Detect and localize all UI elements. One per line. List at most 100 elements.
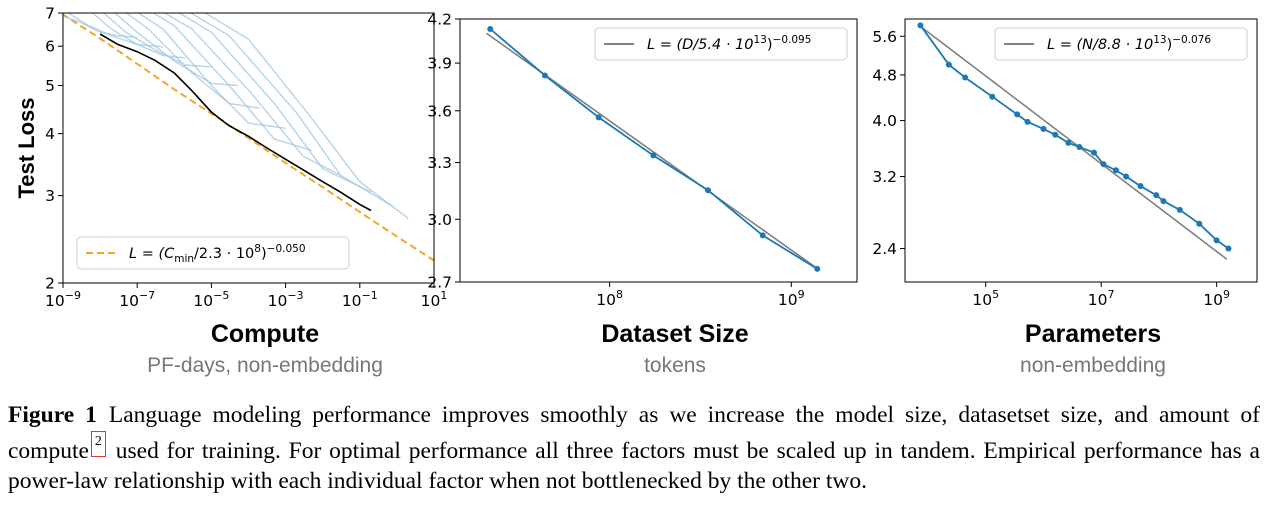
training-run-curve xyxy=(137,13,286,129)
training-run-curve xyxy=(113,13,238,87)
dataset-size-chart-subtitle: tokens xyxy=(644,354,706,377)
y-tick-label: 2.7 xyxy=(427,274,452,292)
y-tick-label: 2.4 xyxy=(872,240,897,258)
x-tick-label: 10−5 xyxy=(193,289,229,310)
power-law-fit-line xyxy=(918,24,1228,260)
x-tick-label: 105 xyxy=(972,288,999,309)
x-tick-label: 109 xyxy=(778,288,805,309)
data-point xyxy=(1090,149,1097,156)
legend: L = (Cmin/2.3 · 108)−0.050 xyxy=(76,236,350,270)
data-point xyxy=(989,93,996,100)
caption-text-start: Language modeling performance improves s… xyxy=(8,402,1260,464)
x-tick-base: 10 xyxy=(1203,291,1223,309)
x-tick-label: 101 xyxy=(421,289,448,310)
training-run-curve xyxy=(163,13,341,176)
compute-frontier-line xyxy=(99,33,372,212)
y-tick-label: 3.2 xyxy=(872,168,897,186)
training-run-curve xyxy=(91,13,186,59)
legend-text: ) xyxy=(767,37,773,53)
x-tick-base: 10 xyxy=(193,292,213,310)
training-run-curve xyxy=(178,13,372,193)
axes-frame xyxy=(459,18,858,283)
x-tick-label: 107 xyxy=(1088,288,1115,309)
legend-superscript: −0.076 xyxy=(1172,34,1211,46)
legend-label: L = (D/5.4 · 1013)−0.095 xyxy=(647,34,811,53)
compute-chart-title: Compute xyxy=(210,320,320,348)
y-tick-label: 5 xyxy=(45,77,55,95)
data-point xyxy=(1123,173,1130,180)
plot-area xyxy=(486,26,821,272)
axes-frame xyxy=(904,18,1258,283)
x-tick-base: 10 xyxy=(778,291,798,309)
legend-box xyxy=(76,236,350,270)
x-tick-exponent: 7 xyxy=(1108,288,1115,301)
x-tick-exponent: −9 xyxy=(65,289,81,302)
data-point xyxy=(1160,198,1167,205)
x-tick-base: 10 xyxy=(45,292,65,310)
y-tick-label: 4 xyxy=(45,125,55,143)
y-tick-label: 3 xyxy=(45,187,55,205)
legend-subscript: min xyxy=(174,253,194,265)
x-tick-exponent: −3 xyxy=(287,289,303,302)
x-tick-exponent: −1 xyxy=(362,289,378,302)
data-point xyxy=(1213,237,1220,244)
data-point xyxy=(541,72,548,79)
data-point xyxy=(1225,245,1232,252)
legend-box xyxy=(994,27,1248,61)
legend-label: L = (N/8.8 · 1013)−0.076 xyxy=(1047,34,1211,53)
data-point xyxy=(1137,183,1144,190)
y-tick-label: 3.6 xyxy=(427,102,452,120)
data-point xyxy=(650,152,657,159)
legend-superscript: 13 xyxy=(754,34,767,46)
training-run-curve xyxy=(102,13,212,68)
data-point xyxy=(1052,131,1059,138)
plot-area xyxy=(917,22,1232,260)
x-tick-base: 10 xyxy=(972,291,992,309)
data-point xyxy=(1065,139,1072,146)
x-tick-exponent: 5 xyxy=(992,288,999,301)
y-axis-label: Test Loss xyxy=(14,97,39,198)
data-point xyxy=(705,187,712,194)
training-run-curve xyxy=(189,13,394,208)
legend-label: L = (Cmin/2.3 · 108)−0.050 xyxy=(129,243,306,265)
x-tick-exponent: 1 xyxy=(440,289,447,302)
legend-text: ) xyxy=(261,246,267,262)
data-point xyxy=(1176,206,1183,213)
legend: L = (D/5.4 · 1013)−0.095 xyxy=(594,27,848,61)
data-point xyxy=(1153,192,1160,199)
x-tick-base: 10 xyxy=(1088,291,1108,309)
data-point xyxy=(1112,167,1119,174)
legend-text: ) xyxy=(1167,37,1173,53)
legend-superscript: 8 xyxy=(254,243,261,255)
training-run-curve xyxy=(66,13,164,48)
legend-box xyxy=(594,27,848,61)
x-tick-label: 10−3 xyxy=(268,289,304,310)
legend-text: L = (C xyxy=(129,246,175,262)
data-point xyxy=(1196,220,1203,227)
data-point xyxy=(759,232,766,239)
data-point xyxy=(917,22,924,29)
dataset-size-chart-title: Dataset Size xyxy=(601,320,749,348)
training-run-curve xyxy=(152,13,312,152)
x-tick-base: 10 xyxy=(596,291,616,309)
x-tick-base: 10 xyxy=(342,292,362,310)
x-tick-label: 10−9 xyxy=(45,289,81,310)
y-tick-label: 4.8 xyxy=(872,66,897,84)
x-tick-label: 109 xyxy=(1203,288,1230,309)
axes-frame xyxy=(62,12,435,284)
x-tick-exponent: −5 xyxy=(213,289,229,302)
legend-superscript: 13 xyxy=(1153,34,1166,46)
data-point xyxy=(487,26,494,33)
footnote-link[interactable]: 2 xyxy=(90,430,106,457)
parameters-chart-title: Parameters xyxy=(1024,320,1162,348)
parameters-chart-subtitle: non-embedding xyxy=(1020,354,1166,377)
x-tick-label: 10−7 xyxy=(119,289,155,310)
x-tick-exponent: 9 xyxy=(798,288,805,301)
x-tick-exponent: −7 xyxy=(139,289,155,302)
y-tick-label: 2 xyxy=(45,275,55,293)
y-tick-label: 6 xyxy=(45,38,55,56)
legend-text: /2.3 · 10 xyxy=(194,246,254,262)
